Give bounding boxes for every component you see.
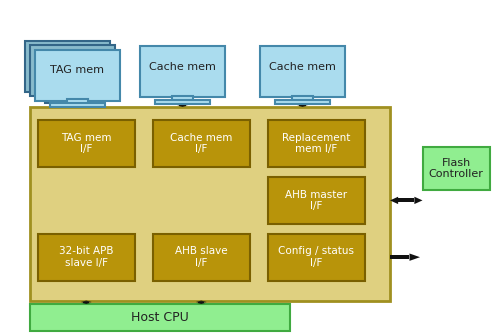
Bar	[25, 41, 110, 92]
Bar	[83, 302, 89, 303]
Text: AHB master
I/F: AHB master I/F	[285, 190, 348, 211]
Polygon shape	[196, 303, 207, 304]
Bar	[390, 255, 409, 259]
Bar	[156, 100, 210, 104]
Text: Replacement
mem I/F: Replacement mem I/F	[282, 133, 350, 154]
Bar	[30, 304, 290, 331]
Bar	[35, 50, 120, 101]
Polygon shape	[390, 197, 398, 204]
Text: 32-bit APB
slave I/F: 32-bit APB slave I/F	[59, 246, 114, 268]
Bar	[260, 46, 345, 97]
Bar	[276, 100, 330, 104]
Text: Host CPU: Host CPU	[131, 311, 189, 324]
Polygon shape	[297, 106, 308, 107]
Text: Flash
Controller: Flash Controller	[429, 158, 484, 179]
Bar	[152, 120, 250, 167]
Polygon shape	[80, 303, 92, 304]
Bar	[38, 234, 135, 281]
Bar	[152, 234, 250, 281]
Bar	[398, 198, 414, 202]
Bar	[68, 99, 87, 104]
Bar	[268, 120, 365, 167]
Polygon shape	[80, 301, 92, 302]
Bar	[40, 95, 94, 98]
Bar	[58, 91, 78, 96]
Polygon shape	[177, 106, 188, 107]
Bar	[62, 95, 82, 100]
Polygon shape	[196, 301, 207, 302]
Bar	[38, 120, 135, 167]
Bar	[300, 105, 306, 106]
Text: TAG mem: TAG mem	[50, 65, 104, 75]
Text: Cache mem: Cache mem	[149, 62, 216, 72]
Bar	[268, 177, 365, 224]
Text: Config / status
I/F: Config / status I/F	[278, 246, 354, 268]
Polygon shape	[177, 104, 188, 105]
Text: AHB slave
I/F: AHB slave I/F	[175, 246, 228, 268]
Text: Cache mem: Cache mem	[269, 62, 336, 72]
Bar	[140, 46, 225, 97]
Bar	[30, 107, 390, 301]
Text: Cache mem
I/F: Cache mem I/F	[170, 133, 232, 154]
Bar	[268, 234, 365, 281]
Bar	[292, 96, 312, 101]
Bar	[30, 45, 115, 96]
Text: TAG mem
I/F: TAG mem I/F	[61, 133, 112, 154]
Polygon shape	[414, 197, 422, 204]
Bar	[422, 147, 490, 190]
Bar	[180, 105, 186, 106]
Polygon shape	[410, 254, 420, 261]
Bar	[50, 103, 104, 107]
Bar	[46, 99, 100, 103]
Bar	[198, 302, 204, 303]
Bar	[172, 96, 193, 101]
Polygon shape	[297, 104, 308, 105]
